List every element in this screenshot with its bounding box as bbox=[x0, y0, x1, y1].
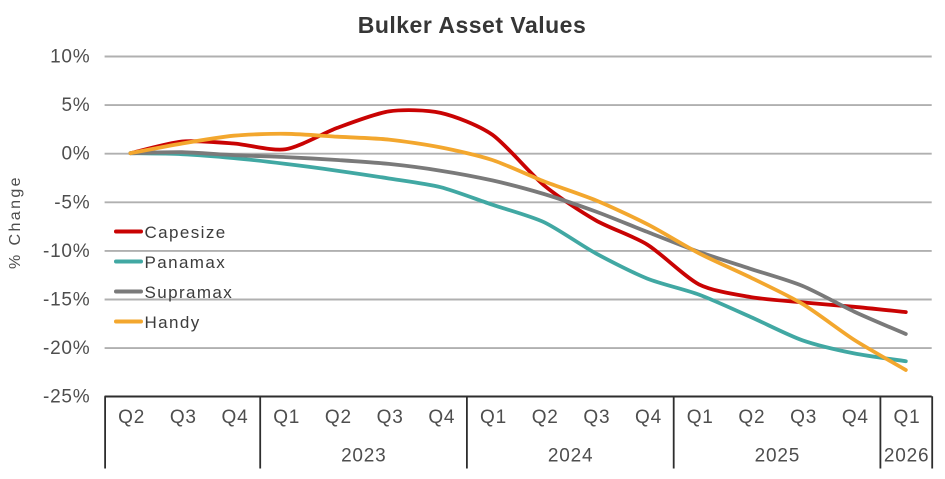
svg-text:2025: 2025 bbox=[755, 446, 800, 467]
svg-text:Panamax: Panamax bbox=[145, 253, 227, 272]
svg-text:Q2: Q2 bbox=[738, 407, 765, 428]
svg-text:Q1: Q1 bbox=[894, 407, 921, 428]
svg-text:2024: 2024 bbox=[548, 446, 593, 467]
svg-text:-5%: -5% bbox=[54, 192, 90, 213]
svg-text:Q2: Q2 bbox=[118, 407, 145, 428]
svg-text:Q1: Q1 bbox=[687, 407, 714, 428]
svg-text:-15%: -15% bbox=[43, 290, 91, 311]
svg-text:5%: 5% bbox=[61, 95, 90, 116]
svg-text:Q3: Q3 bbox=[170, 407, 197, 428]
svg-text:Q2: Q2 bbox=[532, 407, 559, 428]
svg-text:Bulker Asset Values: Bulker Asset Values bbox=[358, 12, 587, 38]
svg-text:Q4: Q4 bbox=[635, 407, 662, 428]
svg-text:0%: 0% bbox=[61, 144, 90, 165]
svg-text:Supramax: Supramax bbox=[145, 283, 234, 302]
svg-text:-10%: -10% bbox=[43, 241, 91, 262]
svg-text:-20%: -20% bbox=[43, 338, 91, 359]
svg-text:Q3: Q3 bbox=[583, 407, 610, 428]
svg-text:Handy: Handy bbox=[145, 313, 201, 332]
svg-text:-25%: -25% bbox=[43, 387, 91, 408]
svg-text:2023: 2023 bbox=[341, 446, 386, 467]
svg-text:Q4: Q4 bbox=[842, 407, 869, 428]
svg-text:Q3: Q3 bbox=[377, 407, 404, 428]
svg-text:Q1: Q1 bbox=[273, 407, 300, 428]
svg-text:10%: 10% bbox=[50, 47, 90, 68]
svg-text:2026: 2026 bbox=[884, 446, 929, 467]
svg-text:Q4: Q4 bbox=[222, 407, 249, 428]
svg-text:Q4: Q4 bbox=[428, 407, 455, 428]
svg-text:Q2: Q2 bbox=[325, 407, 352, 428]
svg-text:Q1: Q1 bbox=[480, 407, 507, 428]
svg-text:Q3: Q3 bbox=[790, 407, 817, 428]
svg-text:% Change: % Change bbox=[7, 175, 24, 269]
svg-text:Capesize: Capesize bbox=[145, 223, 227, 242]
